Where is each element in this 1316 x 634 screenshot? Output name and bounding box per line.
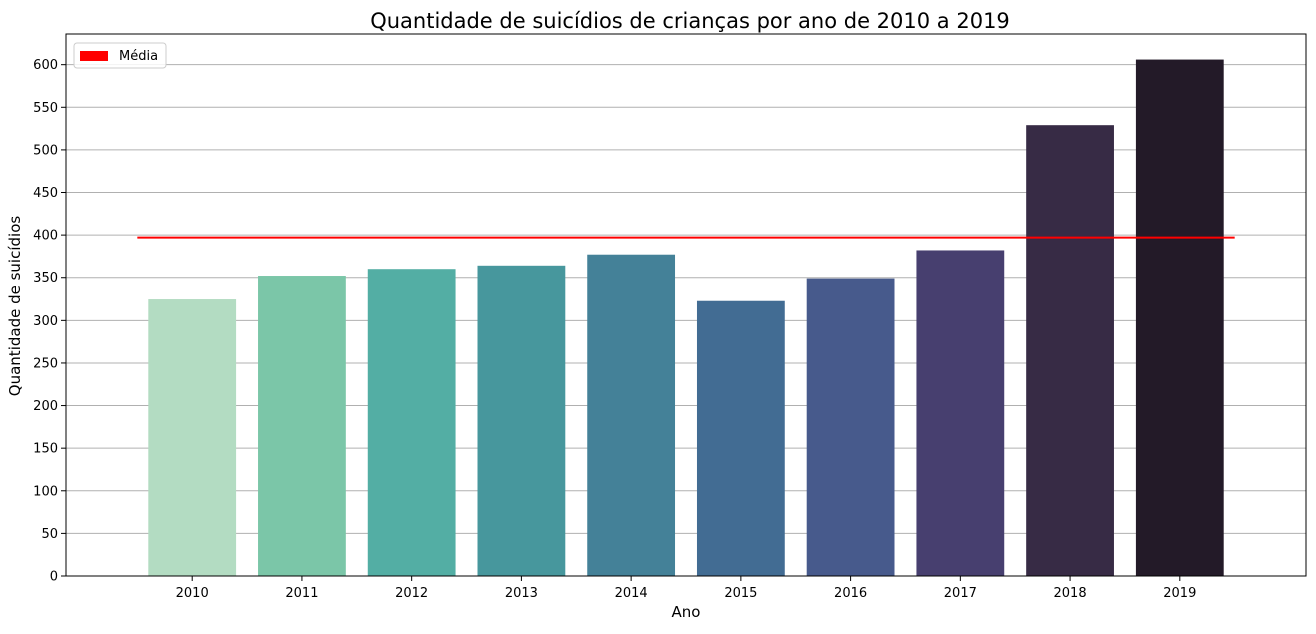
bar-2012	[367, 269, 456, 576]
y-tick-label: 450	[33, 186, 58, 201]
bar-2010	[148, 299, 237, 576]
x-axis-label: Ano	[672, 603, 701, 621]
y-tick-label: 250	[33, 356, 58, 371]
y-tick-label: 100	[33, 484, 58, 499]
y-axis-ticks: 0 50 100 150 200 250 300 350 400 450 500 550 600	[33, 58, 66, 585]
legend: Média	[73, 42, 167, 69]
legend-label: Média	[119, 49, 158, 64]
x-tick-label: 2015	[724, 586, 757, 601]
legend-box	[73, 42, 167, 69]
y-tick-label: 600	[33, 58, 58, 73]
x-axis-ticks: 2010 2011 2012 2013 2014 2015 2016 2017 2018 2019	[176, 576, 1196, 601]
y-tick-label: 550	[33, 101, 58, 116]
y-tick-label: 200	[33, 399, 58, 414]
x-tick-label: 2017	[944, 586, 977, 601]
bar-2014	[587, 254, 676, 576]
bar-2017	[916, 250, 1005, 577]
gridlines	[66, 64, 1306, 534]
bar-2011	[258, 276, 346, 576]
x-tick-label: 2016	[834, 586, 867, 601]
y-tick-label: 300	[33, 314, 58, 329]
y-tick-label: 500	[33, 143, 58, 158]
y-tick-label: 150	[33, 442, 58, 457]
y-tick-label: 350	[33, 271, 58, 286]
x-tick-label: 2011	[285, 586, 318, 601]
legend-swatch	[80, 51, 108, 61]
x-tick-label: 2018	[1054, 586, 1087, 601]
bar-2013	[477, 265, 566, 576]
bar-2015	[696, 300, 785, 576]
x-tick-label: 2012	[395, 586, 428, 601]
bar-2016	[806, 278, 895, 576]
bar-2018	[1026, 125, 1114, 576]
x-tick-label: 2010	[176, 586, 209, 601]
plot-frame	[65, 33, 1307, 577]
bar-2019	[1135, 59, 1224, 576]
y-tick-label: 50	[41, 527, 58, 542]
y-tick-label: 400	[33, 229, 58, 244]
bars	[148, 59, 1224, 577]
x-tick-label: 2019	[1163, 586, 1196, 601]
chart-title: Quantidade de suicídios de crianças por …	[370, 9, 1010, 33]
x-tick-label: 2014	[615, 586, 648, 601]
x-tick-label: 2013	[505, 586, 538, 601]
y-axis-label: Quantidade de suicídios	[6, 216, 24, 397]
y-tick-label: 0	[50, 570, 58, 585]
